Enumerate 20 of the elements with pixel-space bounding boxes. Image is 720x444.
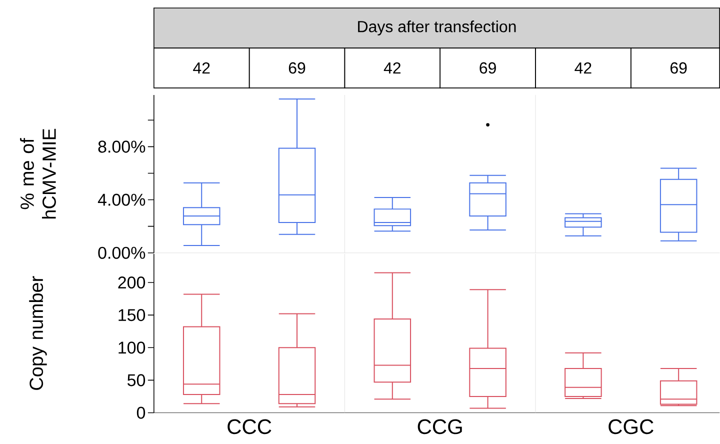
text: CGC [608,419,654,434]
text: CCC [228,419,272,434]
x-tick-label: 69 [288,62,306,74]
y-tick-label: 0 [136,406,146,419]
x-tick-label: 42 [574,62,592,74]
y-tick-label: 100 [118,342,146,354]
y-tick-label: 8.00% [98,140,146,153]
x-tick-label: 69 [670,62,687,74]
y-axis-title: % me of hCMV-MIE [20,128,56,219]
y-tick-label: 200 [118,276,146,289]
x-tick-label: 42 [193,62,210,74]
text: CCG [418,419,462,434]
chart-title: Days after transfection [358,20,516,36]
x-tick-label: 42 [384,62,400,74]
y-tick-label: 50 [127,374,146,386]
y-tick-label: 4.00% [98,194,146,206]
y-axis-title: Copy number [29,276,47,390]
y-tick-label: 0.00% [98,246,146,259]
x-tick-label: 69 [480,62,496,74]
y-tick-label: 150 [118,309,146,322]
